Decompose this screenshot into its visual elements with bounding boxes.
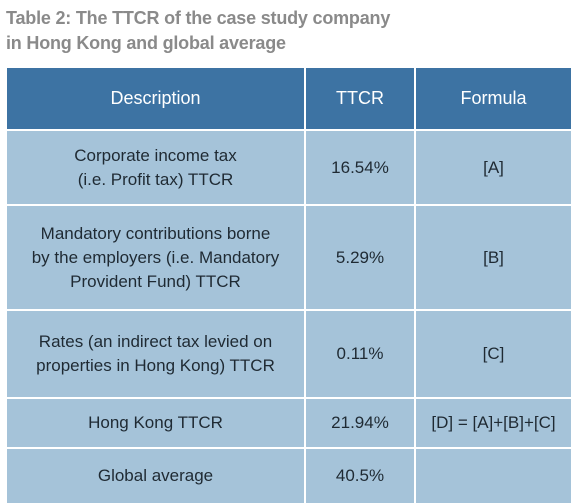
description-line: Provident Fund) TTCR — [70, 271, 241, 291]
description-line: Corporate income tax — [74, 145, 237, 165]
description-line: (i.e. Profit tax) TTCR — [77, 169, 234, 189]
ttcr-table: Description TTCR Formula Corporate incom… — [7, 68, 571, 503]
description-line: properties in Hong Kong) TTCR — [36, 356, 275, 375]
cell-formula: [C] — [415, 310, 571, 399]
cell-description: Global average — [7, 448, 306, 503]
cell-description: Rates (an indirect tax levied on propert… — [7, 310, 306, 399]
cell-ttcr: 5.29% — [305, 205, 416, 311]
cell-description: Mandatory contributions borne by the emp… — [7, 205, 306, 311]
cell-ttcr: 0.11% — [305, 310, 416, 399]
table-row-global-average: Global average 40.5% — [7, 448, 571, 503]
cell-formula: [D] = [A]+[B]+[C] — [415, 398, 571, 449]
cell-description: Hong Kong TTCR — [7, 398, 306, 449]
description-line: Hong Kong TTCR — [88, 413, 223, 432]
column-header-description: Description — [7, 68, 306, 131]
column-header-formula: Formula — [415, 68, 571, 131]
description-line: Mandatory contributions borne — [40, 223, 271, 243]
table-caption-line-2: in Hong Kong and global average — [6, 33, 286, 53]
table-header-row: Description TTCR Formula — [7, 68, 571, 131]
cell-formula: [B] — [415, 205, 571, 311]
cell-ttcr: 16.54% — [305, 130, 416, 206]
table-caption: Table 2: The TTCR of the case study comp… — [6, 6, 566, 56]
cell-description: Corporate income tax (i.e. Profit tax) T… — [7, 130, 306, 206]
table-row-mandatory-contributions: Mandatory contributions borne by the emp… — [7, 205, 571, 311]
table-row-hong-kong-ttcr: Hong Kong TTCR 21.94% [D] = [A]+[B]+[C] — [7, 398, 571, 449]
cell-formula: [A] — [415, 130, 571, 206]
table-row-corporate-income-tax: Corporate income tax (i.e. Profit tax) T… — [7, 130, 571, 206]
description-line: Global average — [97, 466, 214, 485]
cell-formula — [415, 448, 571, 503]
column-header-ttcr: TTCR — [305, 68, 416, 131]
description-line: by the employers (i.e. Mandatory — [31, 247, 280, 267]
cell-ttcr: 21.94% — [305, 398, 416, 449]
cell-ttcr: 40.5% — [305, 448, 416, 503]
description-line: Rates (an indirect tax levied on — [38, 332, 273, 351]
table-caption-line-1: Table 2: The TTCR of the case study comp… — [6, 8, 391, 28]
table-row-rates: Rates (an indirect tax levied on propert… — [7, 310, 571, 399]
